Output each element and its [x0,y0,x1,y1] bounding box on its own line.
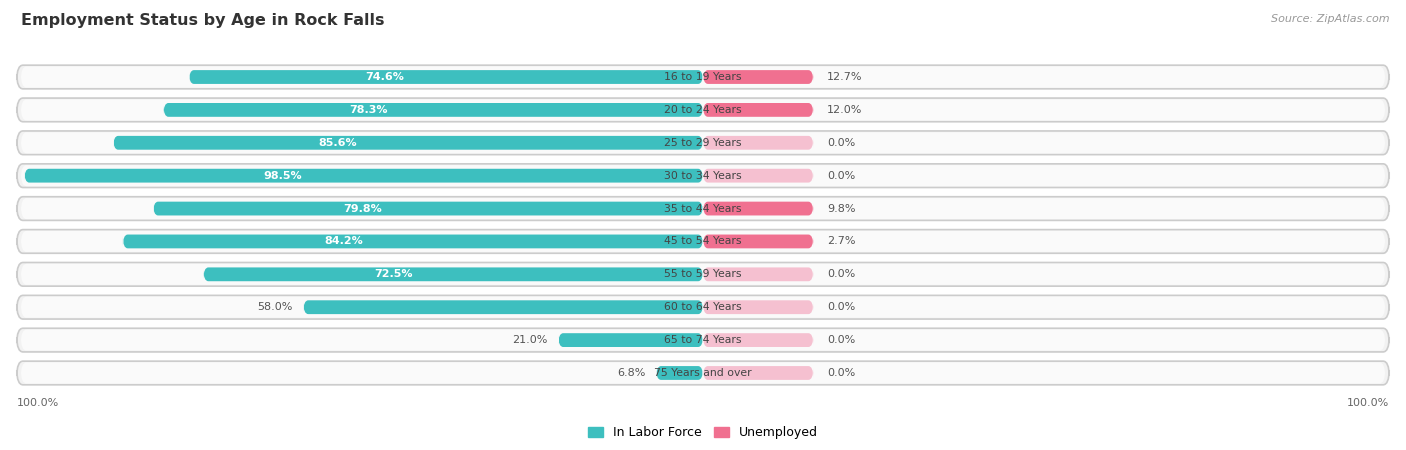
Text: 6.8%: 6.8% [617,368,645,378]
Text: 79.8%: 79.8% [343,203,381,214]
FancyBboxPatch shape [21,362,1385,383]
Text: 0.0%: 0.0% [827,138,855,148]
Text: 58.0%: 58.0% [257,302,292,312]
FancyBboxPatch shape [17,230,1389,253]
FancyBboxPatch shape [17,361,1389,385]
Text: 65 to 74 Years: 65 to 74 Years [664,335,742,345]
FancyBboxPatch shape [304,300,703,314]
Text: 21.0%: 21.0% [512,335,547,345]
FancyBboxPatch shape [17,131,1389,155]
FancyBboxPatch shape [21,67,1385,88]
FancyBboxPatch shape [558,333,703,347]
Text: 98.5%: 98.5% [263,171,301,180]
FancyBboxPatch shape [21,132,1385,153]
Text: 0.0%: 0.0% [827,368,855,378]
FancyBboxPatch shape [703,300,813,314]
Text: 55 to 59 Years: 55 to 59 Years [664,270,742,279]
FancyBboxPatch shape [21,165,1385,186]
FancyBboxPatch shape [657,366,703,380]
Text: 30 to 34 Years: 30 to 34 Years [664,171,742,180]
FancyBboxPatch shape [17,262,1389,286]
Text: 0.0%: 0.0% [827,270,855,279]
FancyBboxPatch shape [703,136,813,150]
Text: 72.5%: 72.5% [374,270,412,279]
FancyBboxPatch shape [204,267,703,281]
FancyBboxPatch shape [703,333,813,347]
FancyBboxPatch shape [17,197,1389,220]
FancyBboxPatch shape [703,267,813,281]
FancyBboxPatch shape [21,231,1385,252]
Text: 35 to 44 Years: 35 to 44 Years [664,203,742,214]
Text: 0.0%: 0.0% [827,171,855,180]
Text: 16 to 19 Years: 16 to 19 Years [664,72,742,82]
FancyBboxPatch shape [17,98,1389,122]
Text: 45 to 54 Years: 45 to 54 Years [664,236,742,247]
FancyBboxPatch shape [122,234,703,248]
FancyBboxPatch shape [21,198,1385,219]
Text: 78.3%: 78.3% [349,105,388,115]
FancyBboxPatch shape [703,103,813,117]
FancyBboxPatch shape [24,169,703,183]
Text: 0.0%: 0.0% [827,335,855,345]
Text: 12.0%: 12.0% [827,105,862,115]
Text: Source: ZipAtlas.com: Source: ZipAtlas.com [1271,14,1389,23]
FancyBboxPatch shape [703,366,813,380]
Text: 9.8%: 9.8% [827,203,855,214]
FancyBboxPatch shape [21,264,1385,285]
Legend: In Labor Force, Unemployed: In Labor Force, Unemployed [583,422,823,445]
Text: 25 to 29 Years: 25 to 29 Years [664,138,742,148]
Text: 0.0%: 0.0% [827,302,855,312]
Text: 75 Years and over: 75 Years and over [654,368,752,378]
Text: 100.0%: 100.0% [17,398,59,408]
FancyBboxPatch shape [703,169,813,183]
Text: 20 to 24 Years: 20 to 24 Years [664,105,742,115]
FancyBboxPatch shape [21,297,1385,318]
FancyBboxPatch shape [163,103,703,117]
Text: 2.7%: 2.7% [827,236,855,247]
FancyBboxPatch shape [703,234,813,248]
Text: 12.7%: 12.7% [827,72,862,82]
FancyBboxPatch shape [21,99,1385,121]
FancyBboxPatch shape [188,70,703,84]
Text: 84.2%: 84.2% [323,236,363,247]
FancyBboxPatch shape [114,136,703,150]
Text: Employment Status by Age in Rock Falls: Employment Status by Age in Rock Falls [21,14,385,28]
FancyBboxPatch shape [21,329,1385,351]
Text: 100.0%: 100.0% [1347,398,1389,408]
FancyBboxPatch shape [703,70,813,84]
FancyBboxPatch shape [153,202,703,216]
Text: 60 to 64 Years: 60 to 64 Years [664,302,742,312]
Text: 85.6%: 85.6% [318,138,357,148]
FancyBboxPatch shape [17,164,1389,188]
FancyBboxPatch shape [703,202,813,216]
FancyBboxPatch shape [17,328,1389,352]
FancyBboxPatch shape [17,295,1389,319]
FancyBboxPatch shape [17,65,1389,89]
Text: 74.6%: 74.6% [366,72,404,82]
